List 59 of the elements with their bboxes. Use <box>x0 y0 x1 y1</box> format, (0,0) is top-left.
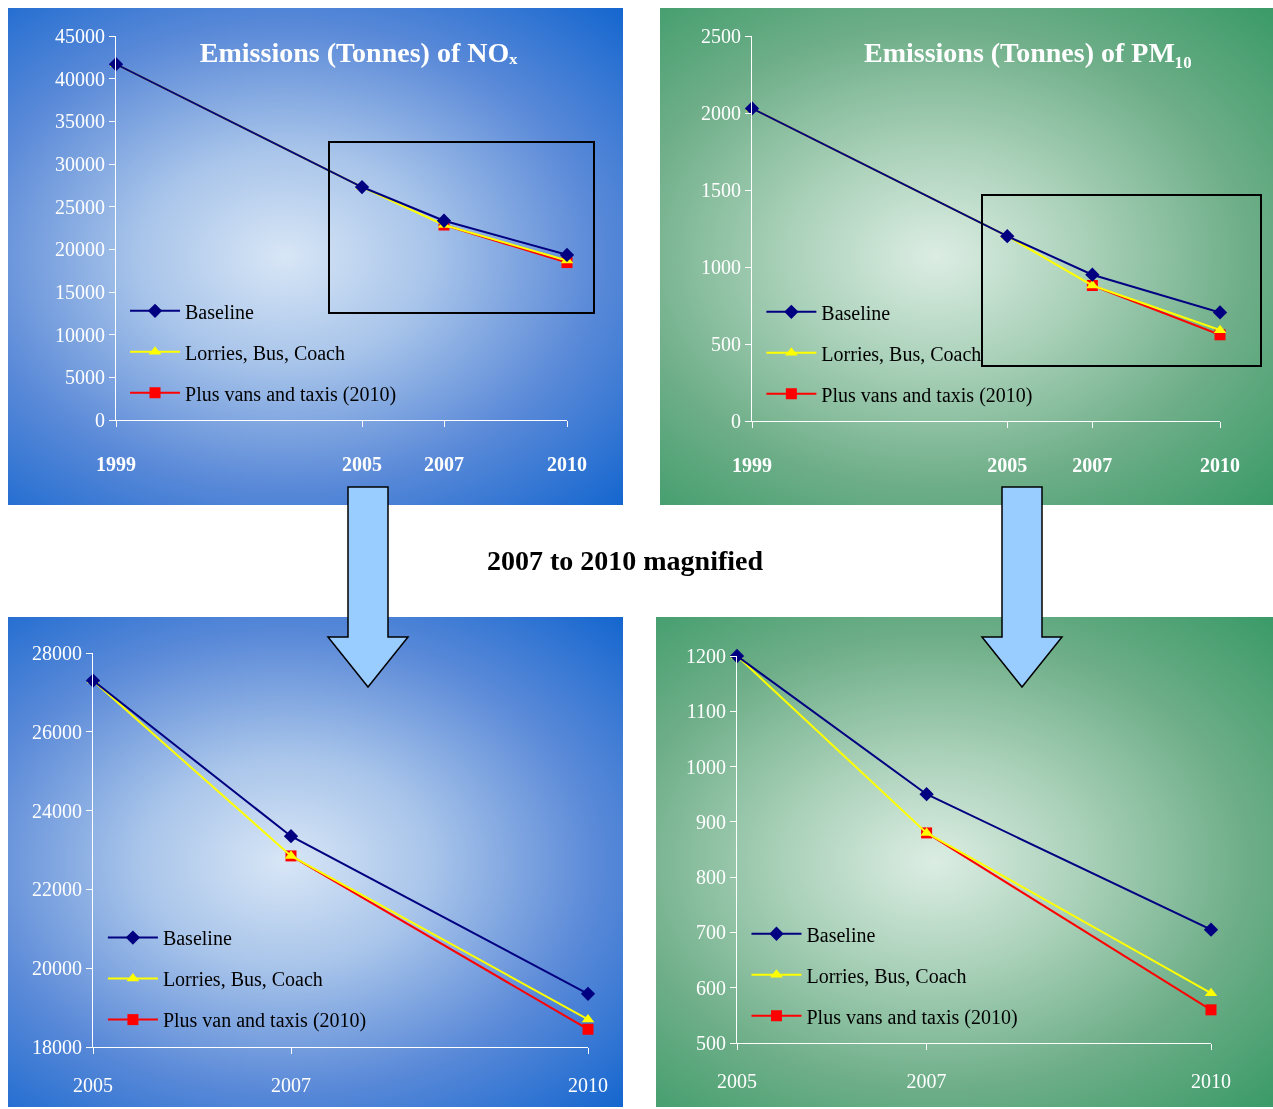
y-tick-label: 25000 <box>55 195 105 218</box>
y-tick-label: 700 <box>696 921 726 944</box>
legend-label: Lorries, Bus, Coach <box>162 968 323 991</box>
y-tick-label: 40000 <box>55 67 105 90</box>
x-tick-label: 2007 <box>424 453 464 475</box>
chart-title: Emissions (Tonnes) of NOₓ <box>199 37 519 69</box>
y-tick-label: 500 <box>711 333 741 355</box>
text: 2007 to 2010 magnified <box>485 545 765 578</box>
x-tick-label: 1999 <box>96 453 136 475</box>
y-tick-label: 45000 <box>55 25 105 47</box>
y-tick-label: 0 <box>95 409 105 431</box>
y-tick-label: 1500 <box>701 179 741 201</box>
x-tick-label: 2005 <box>342 453 382 475</box>
y-tick-label: 24000 <box>32 799 82 822</box>
legend-label: Lorries, Bus, Coach <box>185 341 345 364</box>
y-tick-label: 15000 <box>55 281 105 303</box>
x-tick-label: 2005 <box>73 1074 113 1096</box>
y-tick-label: 20000 <box>55 238 105 261</box>
y-tick-label: 20000 <box>32 957 82 980</box>
x-tick-label: 1999 <box>732 454 772 476</box>
y-tick-label: 600 <box>696 976 726 999</box>
legend-label: Baseline <box>821 301 891 324</box>
y-tick-label: 1100 <box>686 700 726 723</box>
y-tick-label: 22000 <box>32 878 82 901</box>
legend-label: Baseline <box>806 923 876 946</box>
legend-label: Baseline <box>185 300 255 323</box>
legend-label: Lorries, Bus, Coach <box>821 342 982 365</box>
y-tick-label: 500 <box>696 1032 726 1054</box>
y-tick-label: 10000 <box>55 323 105 346</box>
x-tick-label: 2010 <box>1191 1070 1231 1092</box>
y-tick-label: 1000 <box>686 755 726 778</box>
legend-label: Lorries, Bus, Coach <box>806 964 967 987</box>
x-tick-label: 2005 <box>987 454 1028 476</box>
y-tick-label: 18000 <box>32 1036 82 1058</box>
legend-label: Plus van and taxis (2010) <box>162 1009 367 1033</box>
y-tick-label: 35000 <box>55 110 105 133</box>
legend-label: Plus vans and taxis (2010) <box>821 383 1033 407</box>
y-tick-label: 800 <box>696 866 726 889</box>
y-tick-label: 0 <box>731 410 741 432</box>
y-tick-label: 2500 <box>701 25 741 47</box>
x-tick-label: 2007 <box>1072 454 1113 476</box>
y-tick-label: 5000 <box>65 366 105 389</box>
x-tick-label: 2010 <box>568 1074 608 1096</box>
x-tick-label: 2010 <box>547 453 587 475</box>
y-tick-label: 1000 <box>701 256 741 278</box>
chart-title: Emissions (Tonnes) of PM₁₀ <box>863 37 1192 69</box>
y-tick-label: 1200 <box>686 645 726 667</box>
legend-label: Baseline <box>162 927 232 950</box>
y-tick-label: 2000 <box>701 102 741 124</box>
legend-label: Plus vans and taxis (2010) <box>806 1005 1018 1029</box>
y-tick-label: 900 <box>696 810 726 833</box>
x-tick-label: 2007 <box>271 1074 311 1096</box>
x-tick-label: 2005 <box>717 1070 757 1092</box>
y-tick-label: 28000 <box>32 642 82 664</box>
y-tick-label: 26000 <box>32 720 82 743</box>
legend-label: Plus vans and taxis (2010) <box>185 382 397 406</box>
y-tick-label: 30000 <box>55 153 105 175</box>
x-tick-label: 2010 <box>1200 454 1240 476</box>
x-tick-label: 2007 <box>906 1070 947 1092</box>
